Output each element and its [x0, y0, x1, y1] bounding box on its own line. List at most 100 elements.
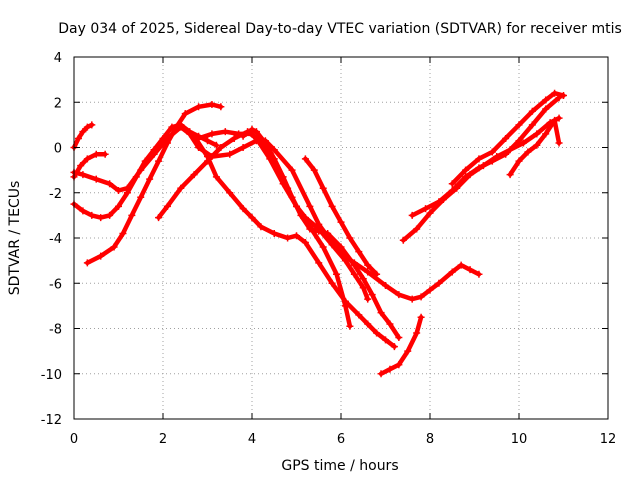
series-arc-7: [178, 122, 397, 349]
data-point: [226, 150, 234, 158]
data-point: [551, 89, 559, 97]
data-point: [448, 186, 456, 194]
data-point: [92, 150, 100, 158]
data-point: [386, 365, 394, 373]
series-arc-12: [401, 115, 562, 243]
data-point: [395, 361, 403, 369]
data-point: [83, 155, 91, 163]
data-point: [217, 103, 225, 111]
data-point: [528, 107, 536, 115]
y-tick-label: -12: [41, 413, 62, 428]
data-point: [506, 171, 514, 179]
data-point: [426, 286, 434, 294]
data-point: [270, 146, 278, 154]
data-point: [106, 211, 114, 219]
data-point: [399, 236, 407, 244]
data-point: [355, 311, 363, 319]
data-point: [79, 171, 87, 179]
data-point: [204, 137, 211, 145]
data-point: [341, 297, 349, 305]
y-tick-label: -10: [41, 368, 62, 383]
y-tick-label: 4: [54, 51, 62, 66]
data-point: [328, 202, 336, 210]
data-point: [324, 229, 332, 237]
data-point: [301, 155, 309, 163]
data-point: [395, 291, 403, 299]
data-point: [288, 193, 296, 201]
data-point: [417, 293, 425, 301]
data-point: [177, 184, 185, 192]
axis-ticks: 0 2 4 6 8 10 12 -12 -10 -8 -6 -4 -2 0 2 4: [41, 51, 617, 447]
data-point: [230, 134, 238, 142]
data-point: [560, 91, 567, 99]
data-point: [248, 214, 256, 222]
data-point: [97, 214, 105, 222]
series-arc-14: [450, 90, 566, 186]
data-point: [328, 279, 336, 287]
y-tick-label: -4: [49, 232, 62, 247]
data-point: [350, 261, 358, 269]
data-point: [524, 148, 532, 156]
data-point: [74, 134, 82, 142]
data-point: [115, 186, 122, 194]
data-point: [306, 225, 314, 233]
data-point: [226, 189, 234, 197]
data-point: [408, 295, 416, 303]
chart-title: Day 034 of 2025, Sidereal Day-to-day VTE…: [58, 21, 622, 37]
data-point: [377, 370, 385, 378]
data-point: [448, 180, 456, 188]
data-point: [97, 252, 105, 260]
data-point: [368, 291, 376, 299]
data-point: [417, 313, 425, 321]
data-point: [101, 150, 109, 158]
data-point: [315, 227, 323, 235]
data-point: [542, 105, 550, 113]
data-point: [119, 229, 127, 237]
data-point: [359, 284, 367, 292]
data-point: [488, 157, 496, 165]
data-point: [293, 232, 300, 240]
data-point: [413, 225, 421, 233]
data-point: [79, 128, 87, 136]
data-point: [204, 153, 211, 161]
data-point: [404, 347, 412, 355]
data-point: [163, 202, 171, 210]
data-point: [195, 103, 203, 111]
data-point: [475, 155, 483, 163]
data-point: [239, 205, 247, 213]
data-point: [319, 243, 327, 251]
data-point: [146, 175, 154, 183]
data-point: [217, 144, 225, 151]
data-point: [346, 322, 354, 330]
data-point: [422, 205, 430, 213]
data-point: [301, 239, 309, 247]
data-point: [475, 270, 483, 278]
data-point: [297, 211, 305, 219]
data-point: [515, 157, 523, 165]
data-point: [555, 114, 563, 122]
data-point: [88, 211, 96, 219]
data-point: [462, 166, 470, 174]
y-axis-label: SDTVAR / TECUs: [7, 181, 23, 296]
x-tick-label: 0: [70, 432, 78, 447]
data-point: [106, 180, 114, 188]
data-point: [212, 141, 220, 149]
data-point: [359, 275, 367, 283]
data-point: [337, 243, 345, 251]
data-point: [132, 173, 140, 181]
data-point: [83, 123, 91, 131]
y-tick-label: -6: [49, 277, 62, 292]
data-point: [519, 139, 527, 147]
data-point: [373, 329, 381, 337]
data-point: [181, 110, 189, 118]
data-point: [328, 241, 336, 249]
y-tick-label: -2: [49, 187, 62, 202]
data-point: [115, 202, 122, 210]
data-point: [155, 157, 163, 165]
data-point: [270, 229, 278, 237]
data-point: [284, 234, 292, 242]
data-point: [92, 175, 100, 183]
data-point: [79, 207, 87, 215]
data-point: [155, 214, 163, 222]
data-point: [386, 320, 394, 328]
